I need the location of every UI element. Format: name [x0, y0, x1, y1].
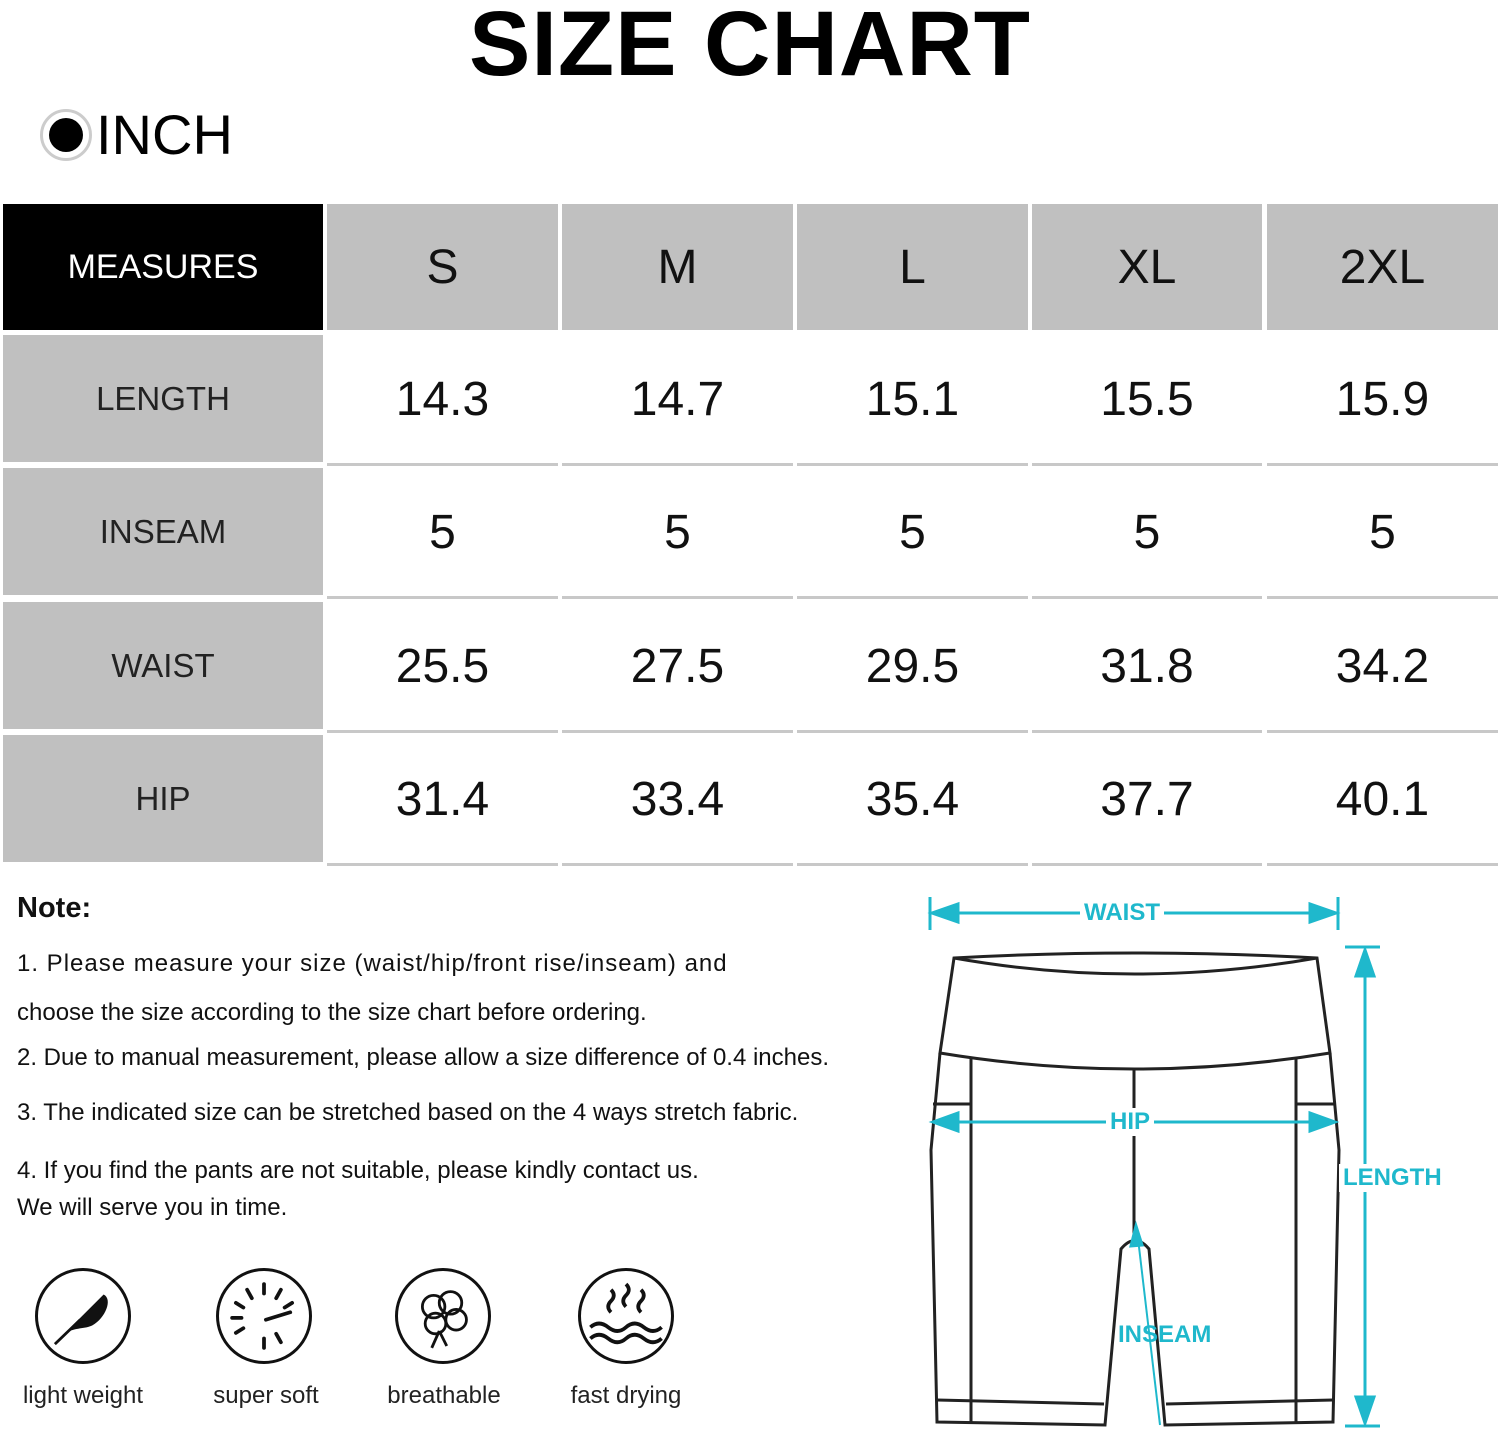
note-line: 3. The indicated size can be stretched b…	[17, 1099, 799, 1126]
table-cell: 27.5	[562, 602, 793, 733]
header-size: M	[562, 204, 793, 330]
table-cell: 5	[1032, 468, 1262, 599]
feature-label: fast drying	[570, 1382, 682, 1409]
waist-label: WAIST	[1080, 899, 1164, 927]
note-line: choose the size according to the size ch…	[17, 999, 647, 1026]
header-size: L	[797, 204, 1028, 330]
inseam-label: INSEAM	[1118, 1321, 1212, 1348]
header-measures: MEASURES	[3, 204, 323, 330]
table-cell: 5	[797, 468, 1028, 599]
feather-icon	[35, 1268, 131, 1364]
table-cell: 14.3	[327, 335, 558, 466]
page-title: SIZE CHART	[469, 0, 1031, 95]
table-cell: 40.1	[1267, 735, 1498, 866]
row-label: INSEAM	[3, 468, 323, 595]
header-size: 2XL	[1267, 204, 1498, 330]
table-cell: 37.7	[1032, 735, 1262, 866]
fast-drying-icon	[578, 1268, 674, 1364]
feature-label: light weight	[22, 1382, 144, 1409]
row-label: WAIST	[3, 602, 323, 729]
table-cell: 34.2	[1267, 602, 1498, 733]
feature-label: breathable	[387, 1382, 501, 1409]
note-line: 4. If you find the pants are not suitabl…	[17, 1157, 699, 1184]
cotton-icon	[395, 1268, 491, 1364]
note-line: 1. Please measure your size (waist/hip/f…	[17, 950, 728, 977]
note-line: We will serve you in time.	[17, 1194, 288, 1221]
table-cell: 15.9	[1267, 335, 1498, 466]
table-cell: 25.5	[327, 602, 558, 733]
table-cell: 35.4	[797, 735, 1028, 866]
unit-label: INCH	[96, 103, 233, 166]
table-cell: 5	[562, 468, 793, 599]
table-cell: 5	[327, 468, 558, 599]
note-heading: Note:	[17, 892, 92, 924]
table-cell: 29.5	[797, 602, 1028, 733]
shorts-outline	[929, 951, 1341, 1427]
row-label: LENGTH	[3, 335, 323, 462]
table-cell: 15.5	[1032, 335, 1262, 466]
feature-label: super soft	[213, 1382, 319, 1409]
soft-icon	[216, 1268, 312, 1364]
hip-label: HIP	[1106, 1108, 1155, 1136]
header-size: S	[327, 204, 558, 330]
table-cell: 14.7	[562, 335, 793, 466]
table-cell: 33.4	[562, 735, 793, 866]
header-size: XL	[1032, 204, 1262, 330]
row-label: HIP	[3, 735, 323, 862]
table-cell: 31.8	[1032, 602, 1262, 733]
table-cell: 31.4	[327, 735, 558, 866]
table-cell: 5	[1267, 468, 1498, 599]
length-label: LENGTH	[1339, 1164, 1446, 1192]
table-cell: 15.1	[797, 335, 1028, 466]
unit-selector: INCH	[40, 102, 233, 167]
radio-selected-icon	[40, 108, 92, 161]
note-line: 2. Due to manual measurement, please all…	[17, 1044, 830, 1071]
